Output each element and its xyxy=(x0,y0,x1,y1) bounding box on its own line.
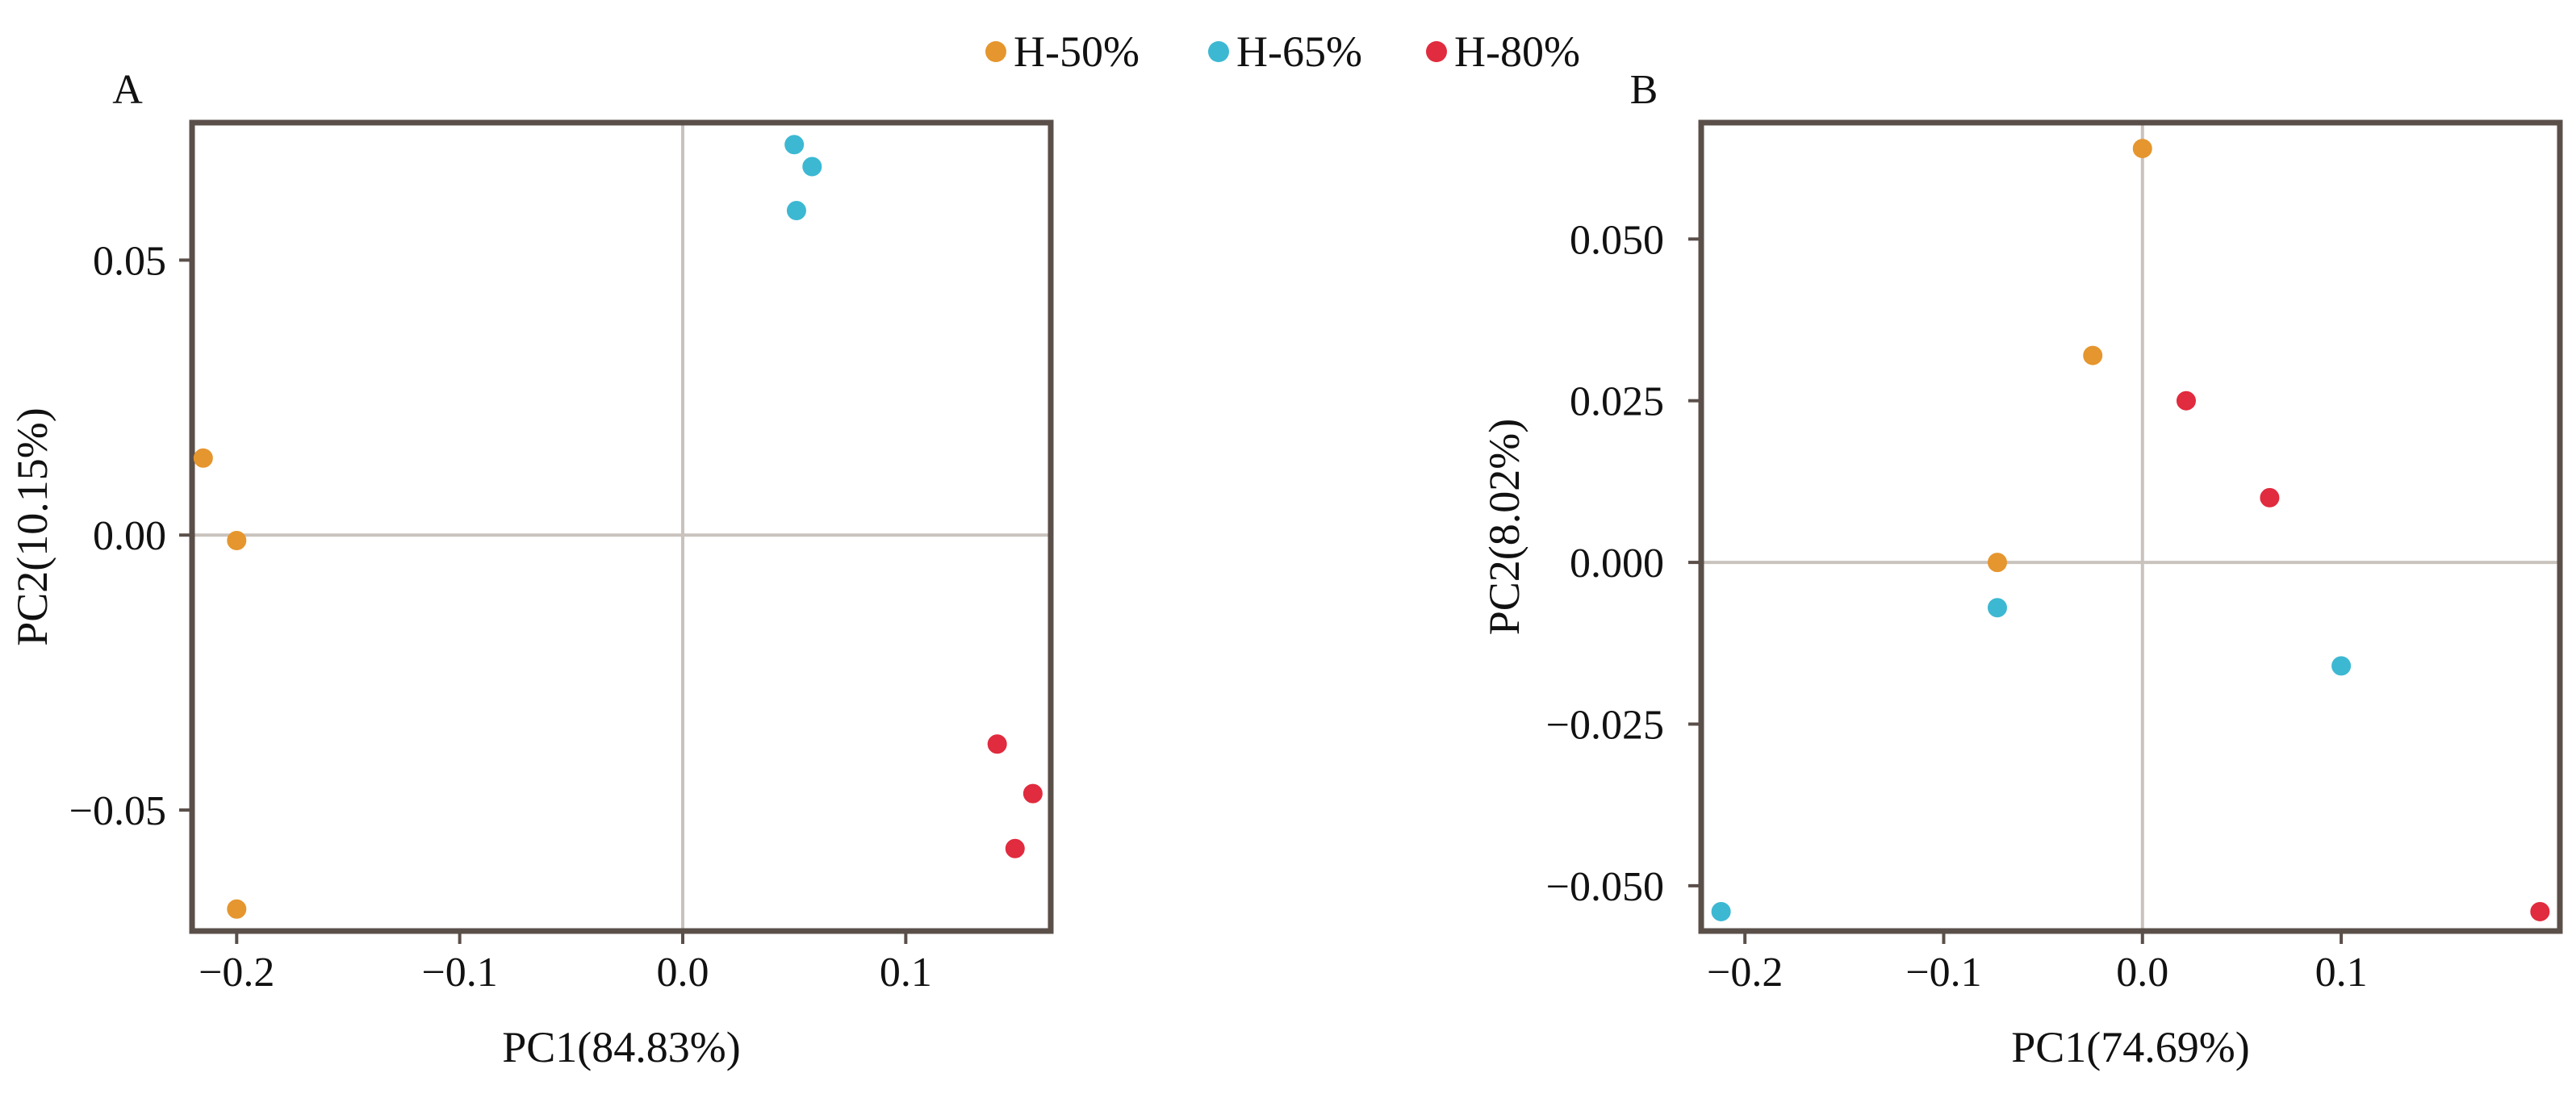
data-point xyxy=(2331,656,2352,676)
y-tick-label: 0.050 xyxy=(1570,217,1664,263)
data-point xyxy=(1987,598,2007,618)
legend-label: H-80% xyxy=(1454,27,1580,76)
x-axis-title: PC1(84.83%) xyxy=(502,1023,741,1071)
y-tick-label: 0.00 xyxy=(93,513,166,559)
y-tick-label: −0.05 xyxy=(69,788,166,834)
y-tick-label: −0.025 xyxy=(1546,702,1664,748)
x-tick-label: −0.2 xyxy=(1707,950,1783,996)
plot-frame xyxy=(1698,119,2563,934)
x-tick-label: −0.1 xyxy=(421,950,497,996)
panel-b: B −0.2 −0.1 0.0 0.1 −0.050 −0.025 0.000 0.025 0.0… xyxy=(1480,67,2563,1071)
data-point xyxy=(1987,553,2007,573)
data-point xyxy=(227,531,247,551)
x-tick-label: −0.1 xyxy=(1905,950,1981,996)
legend-label: H-50% xyxy=(1014,27,1140,76)
x-tick-label: 0.1 xyxy=(880,950,932,996)
data-point xyxy=(2176,390,2196,411)
panel-label: B xyxy=(1630,67,1658,113)
data-point xyxy=(2132,139,2152,159)
y-tick-label: 0.05 xyxy=(93,238,166,284)
x-tick-label: 0.1 xyxy=(2315,950,2368,996)
y-tick-label: 0.000 xyxy=(1570,541,1664,587)
data-point xyxy=(802,157,822,177)
x-tick-label: −0.2 xyxy=(199,950,274,996)
data-point xyxy=(1711,901,1731,921)
x-axis-title: PC1(74.69%) xyxy=(2011,1023,2250,1071)
panel-a: A −0.2 −0.1 0.0 0.1 −0.05 0.00 0.05 PC1(84.83%) P… xyxy=(8,67,1054,1071)
data-point xyxy=(1005,838,1025,858)
data-point xyxy=(2260,487,2280,507)
legend-label: H-65% xyxy=(1236,27,1362,76)
legend-marker xyxy=(1426,41,1447,62)
legend-marker xyxy=(1208,41,1229,62)
plot-frame xyxy=(189,119,1054,934)
x-tick-label: 0.0 xyxy=(2116,950,2168,996)
data-point xyxy=(987,734,1007,754)
data-point xyxy=(227,899,247,919)
legend-marker xyxy=(985,41,1006,62)
legend: H-50% H-65% H-80% xyxy=(985,27,1580,76)
data-point xyxy=(2083,345,2103,365)
x-tick-label: 0.0 xyxy=(657,950,709,996)
data-point xyxy=(1022,783,1043,804)
y-tick-label: 0.025 xyxy=(1570,379,1664,425)
y-axis-title: PC2(10.15%) xyxy=(8,407,56,646)
data-point xyxy=(2530,901,2550,921)
data-point xyxy=(786,201,806,221)
data-point xyxy=(784,135,805,155)
panel-label: A xyxy=(112,67,143,113)
y-tick-label: −0.050 xyxy=(1546,864,1664,910)
data-point xyxy=(193,448,213,468)
y-axis-title: PC2(8.02%) xyxy=(1480,419,1528,636)
